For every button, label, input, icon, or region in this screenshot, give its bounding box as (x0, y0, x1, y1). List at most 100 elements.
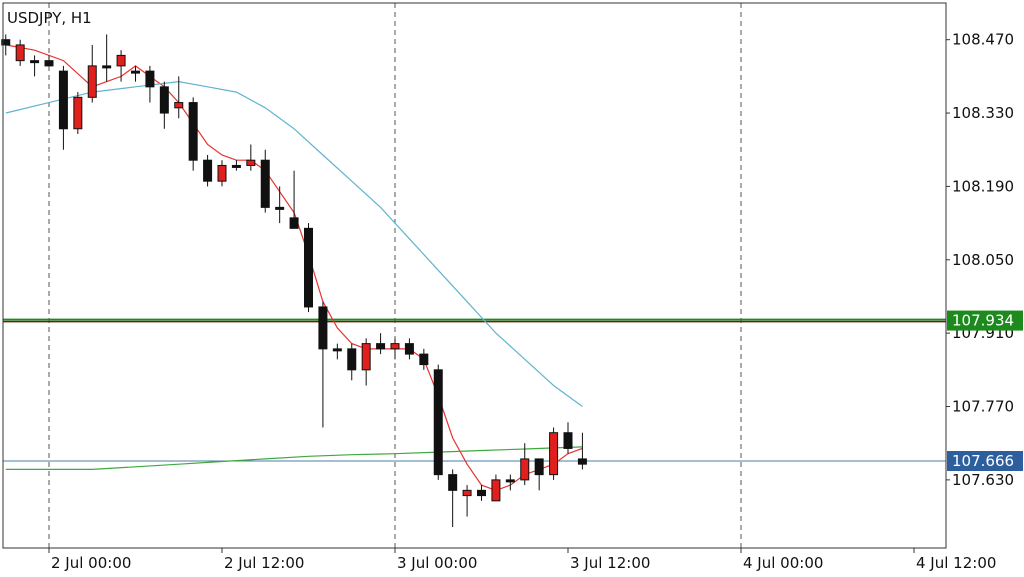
candle (448, 469, 458, 528)
candle-body (246, 159, 256, 166)
candle (361, 338, 371, 386)
candle (347, 343, 357, 381)
candle (404, 338, 414, 360)
candle (159, 81, 169, 129)
candle (73, 92, 83, 135)
candle (203, 154, 213, 187)
candle-body (390, 343, 400, 350)
candle-body (347, 348, 357, 371)
candle (419, 348, 429, 370)
candle-body (15, 44, 25, 62)
y-axis: 108.470108.330108.190108.050107.910107.7… (946, 31, 1014, 489)
candle-body (289, 217, 299, 229)
candle (260, 149, 270, 213)
candle (318, 301, 328, 428)
candle (462, 485, 472, 517)
candle (44, 55, 54, 67)
candle-body (404, 343, 414, 355)
candle-body (577, 458, 587, 465)
candle-body (30, 60, 40, 64)
candle-body (505, 479, 515, 483)
y-tick-label: 108.050 (952, 251, 1014, 269)
candle-body (188, 102, 198, 161)
x-axis: 2 Jul 00:00 2 Jul 12:00 3 Jul 00:00 3 Jul 1… (48, 548, 996, 572)
plot-frame (2, 2, 947, 549)
candle-body (318, 306, 328, 350)
candle (30, 55, 40, 77)
candle-body (332, 348, 342, 352)
x-tick-label: 2 Jul 12:00 (224, 554, 304, 572)
y-tick-label: 108.330 (952, 104, 1014, 122)
candle (563, 422, 573, 454)
price-badges: 107.934 107.666 (947, 310, 1023, 472)
candle (549, 427, 559, 480)
candle-body (534, 458, 544, 476)
x-tick-label: 3 Jul 12:00 (570, 554, 650, 572)
candle-body (491, 479, 501, 502)
x-tick-label: 4 Jul 00:00 (743, 554, 823, 572)
candle-body (131, 70, 140, 74)
candle-body (159, 86, 169, 114)
chart-title: USDJPY, H1 (7, 9, 92, 27)
candle-body (44, 60, 54, 67)
candle (491, 474, 501, 502)
price-badge-label: 107.666 (952, 452, 1014, 470)
candle (390, 338, 400, 360)
candle-body (275, 206, 285, 210)
candle (534, 458, 544, 491)
candle (217, 160, 227, 187)
candle-body (73, 96, 83, 130)
candle-body (174, 102, 184, 109)
candle (577, 432, 587, 470)
candle (188, 97, 198, 171)
candle (433, 364, 443, 480)
candle (58, 65, 68, 150)
price-badge-bg (947, 451, 1023, 472)
candle-body (87, 65, 97, 98)
candle-body (58, 70, 68, 130)
candles (1, 34, 587, 528)
price-badge-label: 107.934 (952, 312, 1014, 330)
candle-body (462, 489, 472, 497)
candle (131, 65, 140, 82)
candle (477, 485, 486, 501)
candle-body (361, 343, 371, 371)
candle (102, 34, 112, 82)
candle-body (217, 164, 227, 182)
price-badge: 107.934 (947, 310, 1023, 331)
series-line (5, 80, 583, 407)
grid (48, 3, 742, 548)
candle (145, 65, 155, 103)
candle-body (304, 227, 313, 308)
y-tick-label: 107.770 (952, 398, 1014, 416)
candle-body (1, 39, 11, 46)
candle-body (145, 70, 155, 88)
candle (231, 160, 241, 171)
candle-body (520, 458, 530, 481)
candle-body (376, 343, 386, 350)
candle (304, 223, 313, 313)
candle (376, 333, 386, 355)
candle (87, 44, 97, 103)
candle (505, 474, 515, 491)
price-badge-bg (947, 310, 1023, 331)
y-tick-label: 108.190 (952, 177, 1014, 195)
price-badge: 107.666 (947, 451, 1023, 472)
y-tick-label: 107.630 (952, 471, 1014, 489)
candle-body (433, 369, 443, 476)
candle (1, 34, 11, 56)
candle (289, 170, 299, 229)
candle-body (448, 474, 458, 491)
candle-body (477, 489, 486, 497)
candle-body (563, 432, 573, 449)
candle-body (231, 164, 241, 168)
x-tick-label: 3 Jul 00:00 (397, 554, 477, 572)
candle-body (419, 353, 429, 366)
candle (174, 76, 184, 119)
candle-body (116, 54, 126, 67)
candle-body (203, 159, 213, 182)
series-line (5, 446, 583, 470)
level-lines (3, 318, 946, 462)
